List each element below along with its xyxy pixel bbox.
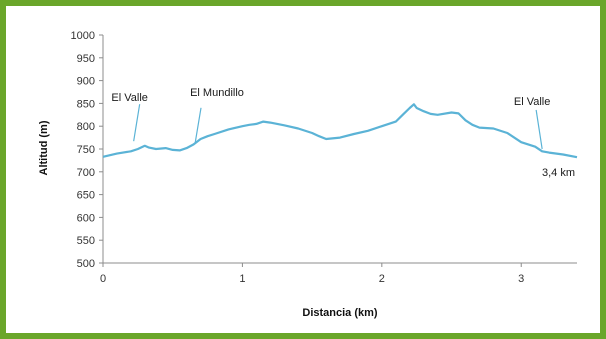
x-tick-labels: 0 1 2 3: [100, 273, 524, 285]
altitude-series-line: [102, 103, 578, 159]
annotation-leader: [535, 109, 543, 150]
y-axis-title: Altitud (m): [38, 120, 50, 175]
y-tick-label: 1000: [71, 30, 95, 42]
y-tick-label: 600: [77, 212, 95, 224]
y-tick-label: 700: [77, 167, 95, 179]
annotation-leader: [194, 107, 202, 144]
y-tick-label: 650: [77, 190, 95, 202]
y-tick-label: 950: [77, 53, 95, 65]
y-tick-label: 850: [77, 98, 95, 110]
annotation-leader: [133, 104, 141, 142]
x-tick-label: 1: [239, 273, 245, 285]
annotation-label: El Mundillo: [190, 87, 244, 99]
x-axis-title: Distancia (km): [302, 307, 378, 319]
y-tick-labels: 500 550 600 650 700 750 800 850 900 950 1000: [71, 30, 95, 270]
y-tick-label: 900: [77, 76, 95, 88]
annotations: El Valle El Mundillo El Valle 3,4 km: [111, 87, 575, 179]
x-tick-label: 2: [379, 273, 385, 285]
annotation-label: El Valle: [111, 92, 147, 104]
y-tick-label: 750: [77, 144, 95, 156]
y-tick-label: 800: [77, 121, 95, 133]
y-tick-label: 500: [77, 258, 95, 270]
x-tick-label: 3: [518, 273, 524, 285]
axes: [99, 34, 577, 267]
annotation-label: 3,4 km: [542, 167, 575, 179]
annotation-label: El Valle: [514, 96, 550, 108]
y-tick-label: 550: [77, 235, 95, 247]
x-tick-label: 0: [100, 273, 106, 285]
